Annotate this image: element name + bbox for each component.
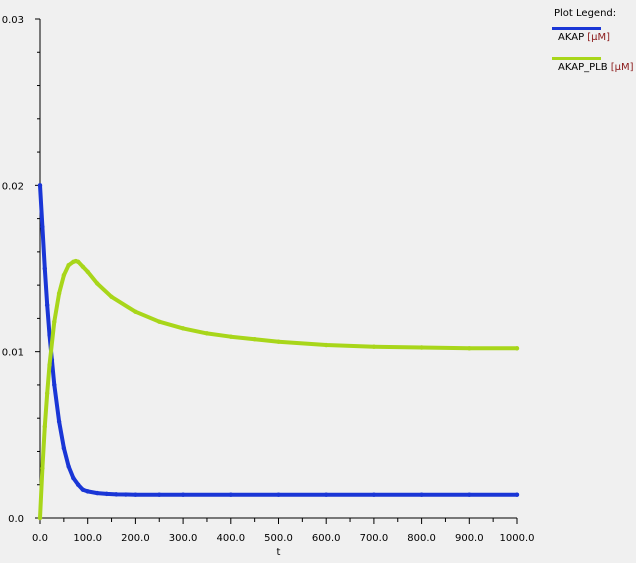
data-point [228, 334, 233, 339]
data-point [324, 492, 329, 497]
data-point [44, 391, 50, 396]
data-point [42, 266, 47, 271]
data-point [66, 262, 71, 268]
series-akap-plb [37, 258, 520, 521]
y-tick-label: 0.02 [2, 181, 24, 192]
data-point [52, 319, 57, 324]
legend-series-unit: [µM] [587, 32, 611, 43]
data-point [71, 475, 76, 481]
data-point [180, 492, 186, 497]
x-tick-label: 100.0 [73, 533, 102, 544]
data-point [42, 424, 47, 429]
data-point [276, 339, 281, 344]
data-point [514, 346, 520, 351]
data-point [324, 342, 329, 348]
data-point [80, 487, 86, 492]
data-point [37, 183, 43, 188]
data-point [514, 492, 520, 497]
x-tick-label: 0.0 [32, 533, 48, 544]
data-point [123, 492, 129, 497]
data-point [252, 336, 257, 342]
data-point [371, 344, 377, 349]
data-point [47, 362, 52, 368]
legend-item-akap-plb: AKAP_PLB [µM] [548, 57, 636, 79]
data-point [85, 489, 90, 494]
data-point [61, 272, 67, 278]
data-point [66, 464, 71, 469]
data-point [40, 224, 45, 230]
data-point [95, 281, 100, 286]
data-point [75, 259, 81, 265]
y-tick-label: 0.03 [2, 15, 24, 26]
legend-line-akap [552, 27, 601, 30]
data-point [114, 492, 119, 497]
x-tick-label: 800.0 [407, 533, 436, 544]
data-point [276, 492, 281, 497]
plot-legend: Plot Legend: AKAP [µM] AKAP_PLB [µM] [548, 8, 636, 79]
data-point [52, 382, 57, 388]
series-layer [37, 183, 520, 521]
data-point [180, 326, 186, 331]
x-tick-label: 200.0 [121, 533, 150, 544]
legend-series-unit: [µM] [610, 62, 634, 73]
data-point [133, 492, 138, 497]
data-point [80, 264, 86, 270]
data-point [228, 492, 233, 497]
data-point [467, 492, 472, 497]
data-point [419, 345, 424, 350]
data-point [204, 331, 210, 336]
data-point [44, 302, 50, 308]
x-tick-label: 700.0 [360, 533, 389, 544]
data-point [419, 492, 424, 497]
data-point [104, 491, 109, 497]
data-point [109, 294, 114, 299]
data-point [467, 346, 472, 351]
x-tick-label: 600.0 [312, 533, 341, 544]
legend-series-name: AKAP_PLB [558, 62, 608, 73]
data-point [133, 309, 138, 314]
data-point [40, 465, 45, 471]
legend-label-akap: AKAP [µM] [558, 32, 610, 43]
y-tick-label: 0.01 [2, 348, 24, 359]
x-tick-label: 500.0 [264, 533, 293, 544]
legend-label-akap-plb: AKAP_PLB [µM] [558, 62, 634, 73]
data-point [47, 332, 52, 338]
legend-line-akap-plb [552, 57, 601, 60]
data-point [371, 492, 377, 497]
data-point [157, 492, 162, 497]
legend-item-akap: AKAP [µM] [548, 27, 636, 49]
data-point [95, 490, 100, 496]
data-point [56, 419, 62, 424]
series-line [38, 259, 519, 520]
legend-title: Plot Legend: [554, 8, 617, 19]
data-point [75, 482, 81, 487]
x-axis-label: t [277, 547, 281, 558]
data-point [37, 515, 43, 521]
axes: 0.0 0.01 0.02 0.03 0.0 100.0 200.0 300.0 400.0 50… [2, 15, 535, 544]
legend-series-name: AKAP [558, 32, 585, 43]
x-tick-label: 400.0 [216, 533, 245, 544]
x-tick-label: 300.0 [169, 533, 198, 544]
data-point [85, 269, 90, 275]
data-point [56, 291, 62, 296]
data-point [157, 319, 162, 324]
y-tick-label: 0.0 [8, 514, 24, 525]
data-point [61, 445, 67, 451]
x-tick-label: 900.0 [455, 533, 484, 544]
x-tick-label: 1000.0 [500, 533, 535, 544]
